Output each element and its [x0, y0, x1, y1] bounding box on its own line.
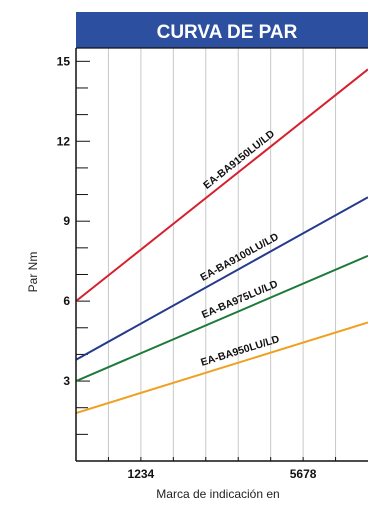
series-line: [76, 196, 368, 361]
y-axis-label: Par Nm: [26, 252, 40, 293]
x-tick-label: 5678: [290, 467, 317, 481]
y-tick-label: 9: [63, 214, 70, 228]
x-axis-label: Marca de indicación en: [156, 487, 279, 501]
y-tick-labels: 3 6 9 12 15: [57, 54, 71, 388]
x-tick-labels: 1234 5678: [128, 467, 317, 481]
title-bar: [76, 12, 368, 48]
vertical-grid-lines: [107, 48, 337, 461]
y-tick-label: 6: [63, 294, 70, 308]
series-line: [76, 254, 368, 382]
chart-title: CURVA DE PAR: [157, 22, 298, 43]
series-lines: [76, 68, 368, 414]
y-tick-label: 12: [57, 134, 71, 148]
y-tick-label: 3: [63, 374, 70, 388]
y-minor-ticks: [76, 60, 337, 461]
x-tick-label: 1234: [128, 467, 155, 481]
y-tick-label: 15: [57, 54, 71, 68]
series-line: [76, 321, 368, 414]
series-line: [76, 68, 368, 302]
